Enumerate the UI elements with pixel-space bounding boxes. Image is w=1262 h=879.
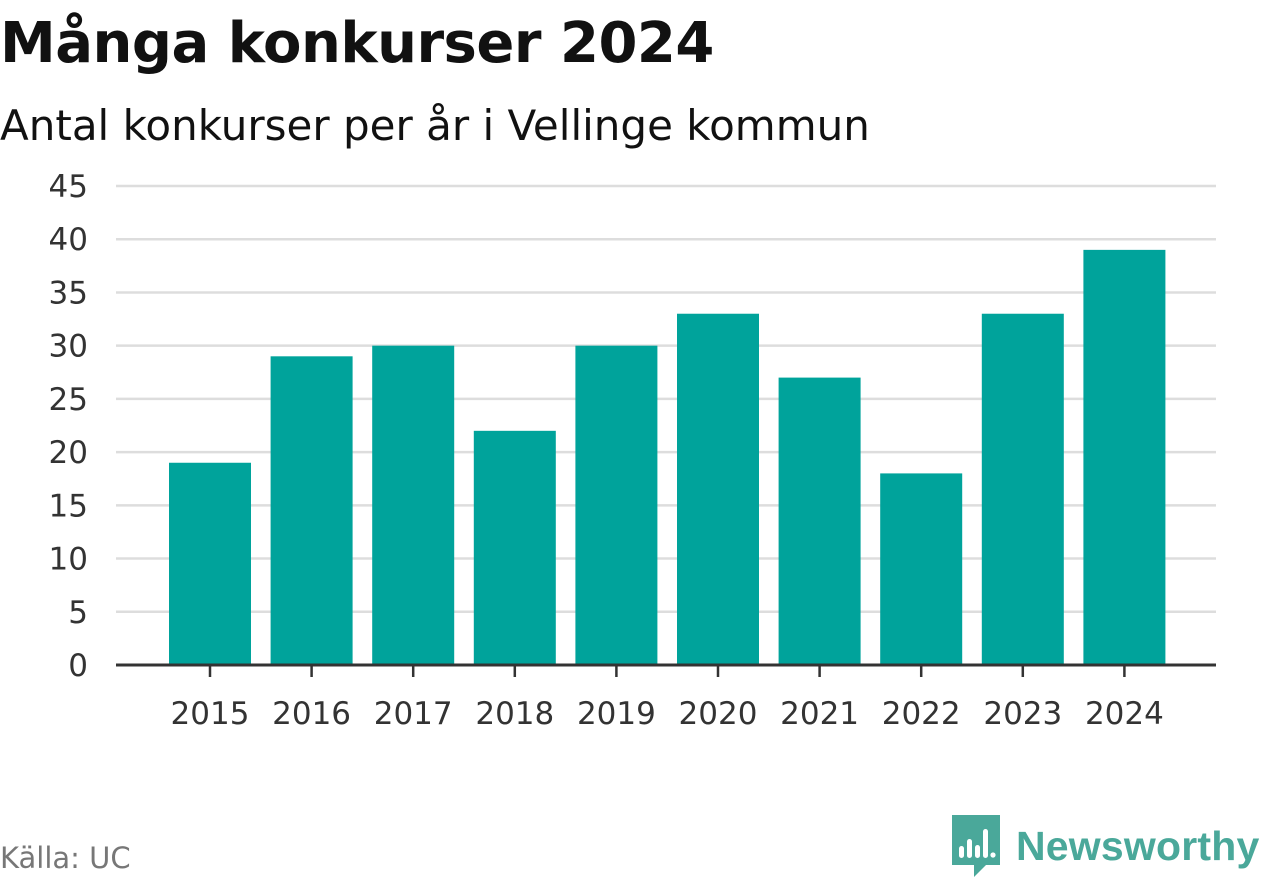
bar-2020 bbox=[677, 313, 759, 665]
axes bbox=[116, 663, 1216, 677]
brand-logo: Newsworthy bbox=[952, 815, 1260, 877]
newsworthy-logo-icon bbox=[952, 815, 1000, 877]
y-tick-label: 45 bbox=[49, 169, 88, 205]
x-tick-label: 2020 bbox=[679, 696, 758, 732]
y-tick-label: 40 bbox=[49, 222, 88, 258]
y-tick-label: 25 bbox=[49, 382, 88, 418]
x-tick-label: 2017 bbox=[374, 696, 453, 732]
bar-2016 bbox=[270, 356, 353, 665]
bar-2022 bbox=[880, 473, 963, 665]
x-tick-label: 2018 bbox=[475, 696, 554, 732]
y-tick-label: 30 bbox=[49, 329, 88, 365]
y-tick-labels: 0 5 10 15 20 25 30 35 40 45 bbox=[49, 169, 88, 684]
x-tick-label: 2016 bbox=[272, 696, 351, 732]
bar-2015 bbox=[169, 462, 251, 665]
y-tick-label: 0 bbox=[68, 648, 88, 684]
bar-2017 bbox=[372, 345, 455, 665]
chart-subtitle: Antal konkurser per år i Vellinge kommun bbox=[0, 101, 870, 150]
bar-2024 bbox=[1083, 249, 1166, 665]
y-tick-label: 10 bbox=[49, 542, 88, 578]
source-note: Källa: UC bbox=[0, 841, 131, 875]
x-tick-label: 2022 bbox=[882, 696, 961, 732]
y-tick-label: 15 bbox=[49, 488, 88, 524]
y-tick-label: 35 bbox=[49, 275, 88, 311]
y-tick-label: 20 bbox=[49, 435, 88, 471]
x-tick-label: 2019 bbox=[577, 696, 656, 732]
x-tick-label: 2021 bbox=[780, 696, 859, 732]
brand-name: Newsworthy bbox=[1016, 822, 1260, 869]
x-tick-label: 2015 bbox=[171, 696, 250, 732]
x-tick-labels: 2015 2016 2017 2018 2019 2020 2021 2022 2023 2024 bbox=[171, 696, 1164, 732]
bar-2023 bbox=[981, 313, 1064, 665]
bar-2021 bbox=[778, 377, 861, 665]
chart-title: Många konkurser 2024 bbox=[0, 11, 714, 76]
x-tick-label: 2023 bbox=[983, 696, 1062, 732]
bars bbox=[169, 249, 1166, 665]
x-tick-label: 2024 bbox=[1085, 696, 1164, 732]
bar-2019 bbox=[575, 345, 658, 665]
y-tick-label: 5 bbox=[68, 595, 88, 631]
bar-2018 bbox=[473, 430, 556, 665]
